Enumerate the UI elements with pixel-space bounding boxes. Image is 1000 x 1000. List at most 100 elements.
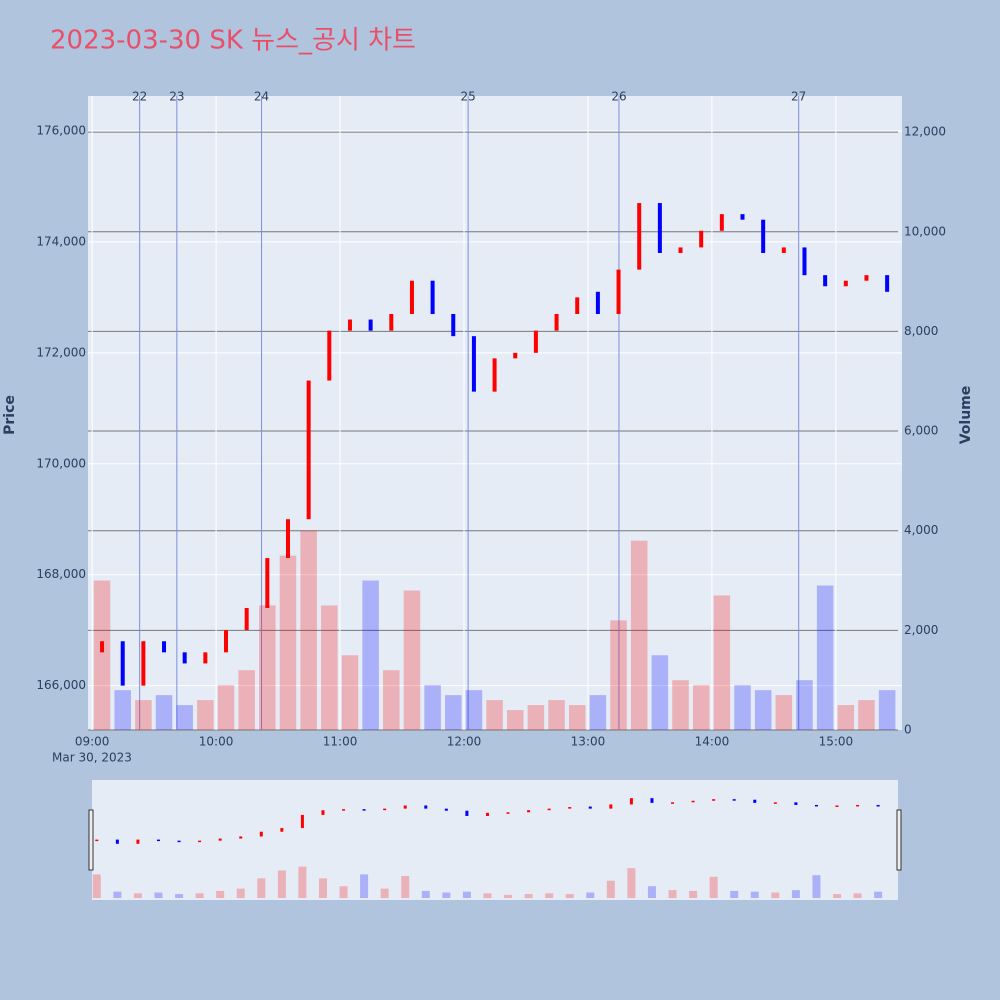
candle-body <box>657 203 662 253</box>
volume-bar <box>341 655 359 730</box>
mini-candle <box>177 840 181 843</box>
candle-body <box>616 269 621 314</box>
mini-candle <box>609 804 613 809</box>
volume-bar <box>217 685 235 730</box>
candle-body <box>368 319 373 331</box>
news-label: 26 <box>611 90 626 104</box>
y2-tick-label: 6,000 <box>904 424 938 438</box>
mini-candle <box>732 799 736 801</box>
mini-candle <box>383 808 387 811</box>
mini-volume-bar <box>483 893 492 898</box>
candle-body <box>141 641 146 686</box>
mini-volume-bar <box>586 892 595 898</box>
mini-volume-bar <box>545 893 554 898</box>
x-tick-label: 09:00 <box>75 735 110 749</box>
mini-candle <box>156 839 160 842</box>
mini-volume-bar <box>791 890 800 898</box>
mini-volume-bar <box>154 892 163 898</box>
mini-candle <box>527 810 531 813</box>
candle-body <box>740 214 745 220</box>
volume-bar <box>279 555 297 730</box>
y-tick-label: 174,000 <box>36 234 86 248</box>
mini-volume-bar <box>833 894 842 898</box>
mini-volume-bar <box>565 894 574 898</box>
y-tick-label: 172,000 <box>36 345 86 359</box>
mini-candle <box>95 839 99 842</box>
volume-bar <box>858 700 875 730</box>
volume-bar <box>568 705 586 730</box>
mini-volume-bar <box>627 868 636 898</box>
y2-tick-label: 8,000 <box>904 324 938 338</box>
mini-candle <box>794 802 798 805</box>
x-date-label: Mar 30, 2023 <box>52 751 132 765</box>
mini-candle <box>362 809 366 811</box>
candle-body <box>823 275 828 287</box>
mini-candle <box>506 812 510 814</box>
range-handle-right[interactable] <box>896 809 902 871</box>
candle-body <box>327 330 332 381</box>
mini-candle <box>424 805 428 809</box>
candle-body <box>285 519 290 559</box>
mini-volume-bar <box>709 876 718 898</box>
candle-body <box>864 275 869 281</box>
volume-bar <box>197 700 214 730</box>
x-tick-label: 13:00 <box>571 735 606 749</box>
mini-candle <box>321 810 325 815</box>
chart-title: 2023-03-30 SK 뉴스_공시 차트 <box>50 26 416 56</box>
volume-bar <box>775 695 793 730</box>
x-tick-label: 14:00 <box>695 735 730 749</box>
candle-body <box>678 247 683 253</box>
y2-tick-label: 2,000 <box>904 623 938 637</box>
mini-candle <box>650 798 654 803</box>
candle-body <box>471 336 476 392</box>
mini-candle <box>547 808 551 811</box>
mini-volume-bar <box>216 890 225 898</box>
volume-bar <box>486 700 503 730</box>
volume-bar <box>651 655 669 730</box>
y-tick-label: 168,000 <box>36 567 86 581</box>
range-slider[interactable] <box>92 780 898 900</box>
mini-volume-bar <box>92 874 101 898</box>
y-axis-title: Price <box>2 395 18 435</box>
mini-volume-bar <box>360 874 369 898</box>
candle-body <box>182 652 187 664</box>
mini-candle <box>403 805 407 809</box>
mini-volume-bar <box>750 891 759 898</box>
y2-tick-label: 4,000 <box>904 523 938 537</box>
volume-bar <box>878 690 896 730</box>
candle-body <box>533 330 538 353</box>
volume-bar <box>259 605 276 730</box>
mini-candle <box>218 838 222 841</box>
range-handle-left[interactable] <box>88 809 94 871</box>
mini-volume-bar <box>647 886 656 898</box>
volume-bar <box>114 690 131 730</box>
news-label: 25 <box>461 90 476 104</box>
volume-bar <box>155 695 173 730</box>
mini-volume-bar <box>524 894 533 898</box>
mini-volume-bar <box>771 892 780 898</box>
mini-candle <box>773 802 777 804</box>
mini-volume-bar <box>668 890 677 898</box>
volume-bar <box>713 595 731 730</box>
volume-bar <box>176 705 193 730</box>
volume-bar <box>589 695 607 730</box>
volume-bar <box>796 680 813 730</box>
volume-bar <box>424 685 441 730</box>
mini-volume-bar <box>401 875 410 898</box>
candle-body <box>306 380 311 520</box>
candle-body <box>761 219 766 253</box>
mini-volume-bar <box>606 880 615 898</box>
candle-body <box>203 652 208 664</box>
news-label: 23 <box>169 90 184 104</box>
mini-candle <box>629 798 633 805</box>
volume-bar <box>135 700 152 730</box>
candle-body <box>451 313 456 337</box>
volume-bar <box>238 670 255 730</box>
mini-candle <box>485 812 489 816</box>
candle-body <box>575 297 580 314</box>
candle-body <box>224 630 229 653</box>
news-label: 27 <box>791 90 806 104</box>
mini-volume-bar <box>442 892 451 898</box>
volume-bar <box>754 690 772 730</box>
